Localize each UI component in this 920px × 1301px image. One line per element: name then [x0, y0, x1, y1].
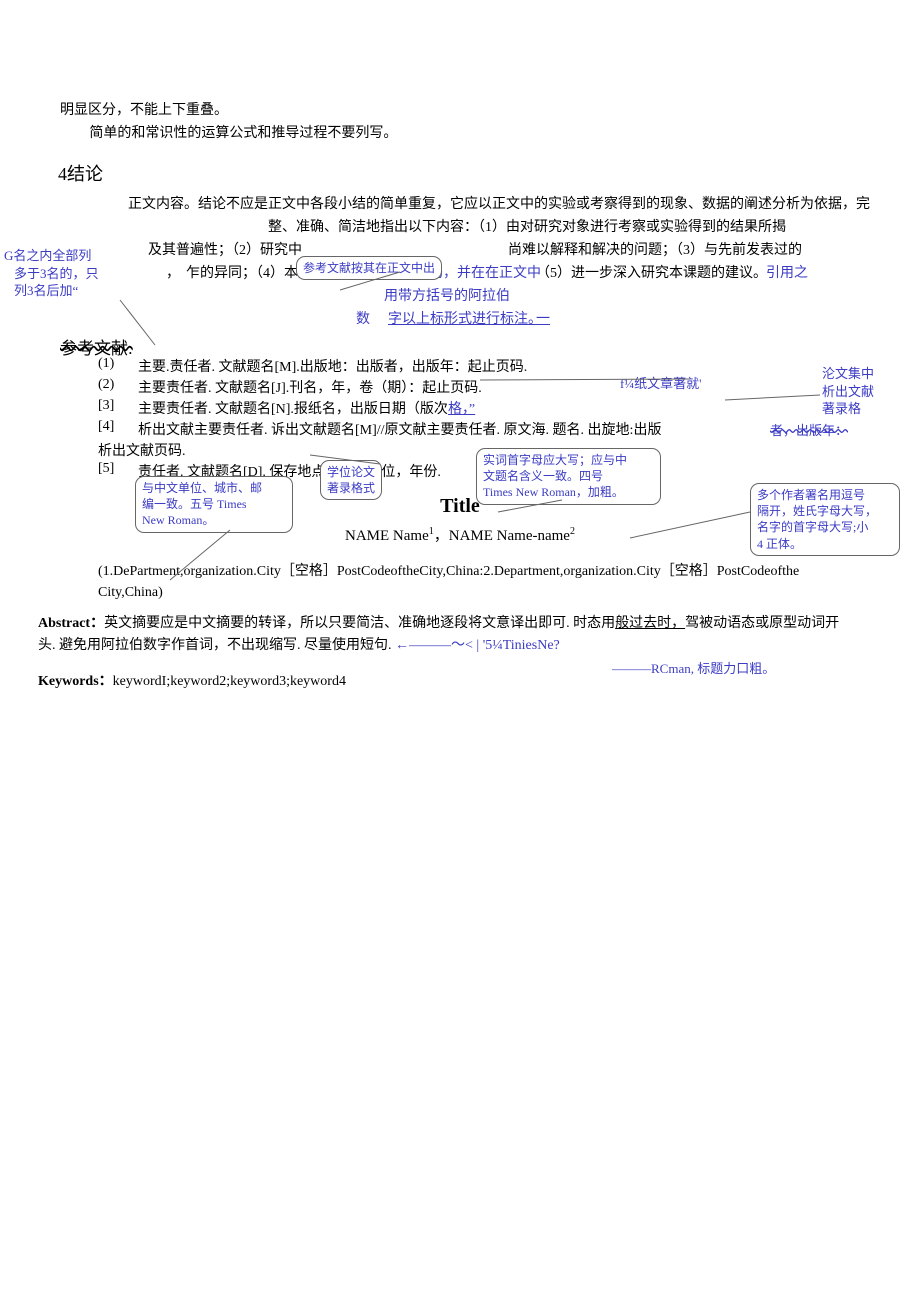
para-3b: 整、准确、简洁地指出以下内容：（1）由对研究对象进行考察或实验得到的结果所揭 [268, 217, 882, 238]
note-names-limit: G名之内全部列 多于3名的，只 列3名后加“ [4, 247, 144, 300]
para-3f: 字以上标形式进行标注。 [388, 309, 542, 330]
para-3d-tail: （5）进一步深入研究本课题的建议。 [536, 263, 767, 284]
note-journal-format: f¼纸文章著就' [620, 375, 701, 393]
note-cn-unit: 与中文单位、城市、邮 编一致。五号 Times New Roman。 [135, 476, 293, 533]
note-ref-order: 参考文献按其在正文中出 [296, 256, 442, 280]
note-collected-tail: 者，出版年： [770, 422, 848, 440]
ref-text: 析出文献主要责任者. 诉出文献题名[M]//原文献主要责任者. 原文海. 题名.… [138, 419, 661, 439]
ref-num: (1) [98, 356, 124, 376]
para-3a: 正文内容。结论不应是正文中各段小结的简单重复，它应以正文中的实验或考察得到的现象… [128, 194, 882, 215]
references-heading: 参考文献: [60, 334, 133, 359]
ref-num: (2) [98, 377, 124, 397]
ref-row-1: (1) 主要.责任者. 文献题名[M].出版地：出版者，出版年：起止页码. [98, 356, 882, 376]
para-3d-quote: 引用之 [766, 263, 808, 284]
para-1: 明显区分，不能上下重叠。 [60, 100, 882, 121]
note-en-title: 实词首字母应大写；应与中 文题名含义一致。四号 Times New Roman，… [476, 448, 661, 505]
ref-row-2: (2) 主要责任者. 文献题名[J].刊名，年，卷（期）：起止页码. [98, 377, 882, 397]
ref-row-3: [3] 主要责任者. 文献题名[N].报纸名，出版日期（版次格，” [98, 398, 882, 418]
ref-text: 主要责任者. 文献题名[J].刊名，年，卷（期）：起止页码. [138, 377, 482, 397]
note-rcman: ———RCman, 标题力口粗。 [612, 660, 775, 678]
para-2: 简单的和常识性的运算公式和推导过程不要列写。 [60, 123, 882, 144]
english-abstract: Abstract：英文摘要应是中文摘要的转译，所以只要简洁、准确地逐段将文意译出… [38, 613, 844, 656]
english-affiliation: (1.DePartment,organization.City［空格］PostC… [98, 561, 834, 603]
note-en-names: 多个作者署名用逗号 隔开，姓氏字母大写， 名字的首字母大写;小 4 正体。 [750, 483, 900, 556]
para-3d-pre: ， [166, 263, 180, 284]
ref-row-4: [4] 析出文献主要责任者. 诉出文献题名[M]//原文献主要责任者. 原文海.… [98, 419, 882, 439]
para-3c: 及其普遍性；（2）研究中 [148, 240, 302, 261]
para-3c-tail: 尚难以解释和解决的问题；（3）与先前发表过的 [508, 240, 802, 261]
num-prefix: 数 [356, 309, 370, 330]
references-list: (1) 主要.责任者. 文献题名[M].出版地：出版者，出版年：起止页码. (2… [38, 356, 882, 481]
ref-num: [4] [98, 419, 124, 439]
heading-conclusion: 4结论 [58, 160, 882, 186]
para-3f-dash: 一 [536, 309, 550, 330]
note-collected-works: 沦文集中 析出文献 著录格 [822, 365, 912, 418]
ref-num: [3] [98, 398, 124, 418]
ref-text: 主要责任者. 文献题名[N].报纸名，出版日期（版次格，” [138, 398, 475, 418]
note-thesis-format: 学位论文 著录格式 [320, 460, 382, 500]
para-3e: 用带方括号的阿拉伯 [384, 286, 510, 307]
ref-num: [5] [98, 461, 124, 481]
ref-text: 主要.责任者. 文献题名[M].出版地：出版者，出版年：起止页码. [138, 356, 527, 376]
